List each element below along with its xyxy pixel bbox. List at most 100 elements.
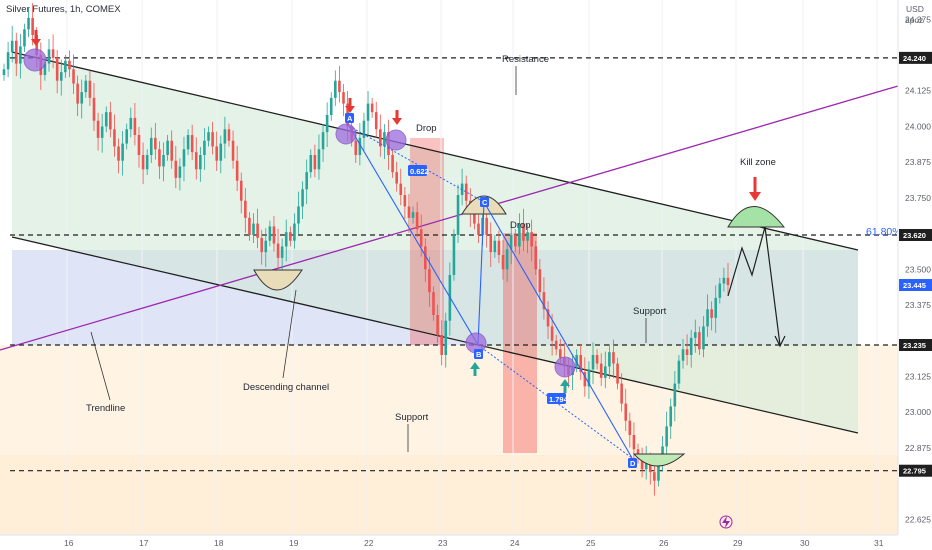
candle-5	[23, 23, 26, 53]
candle-28	[117, 138, 120, 174]
candle-128	[526, 224, 529, 254]
label-drop-2: Drop	[510, 220, 531, 231]
label-descending-channel: Descending channel	[243, 382, 329, 393]
candle-74	[305, 159, 308, 205]
candle-116	[477, 213, 480, 244]
candle-90	[370, 97, 374, 118]
candle-41	[170, 130, 174, 169]
svg-text:D: D	[630, 459, 636, 468]
candle-122	[501, 240, 505, 280]
candle-21	[88, 70, 92, 106]
candle-150	[616, 357, 619, 390]
bottom-arc-left	[253, 269, 303, 291]
background-lower-fade	[0, 455, 898, 535]
candle-126	[518, 213, 521, 255]
candle-103	[424, 238, 427, 282]
candle-111	[456, 184, 460, 244]
candle-71	[293, 213, 296, 249]
candle-149	[612, 339, 615, 379]
symbol-title: Silver Futures, 1h, COMEX	[6, 4, 121, 15]
candle-152	[624, 388, 628, 431]
channel-upper-line	[11, 51, 859, 251]
candle-68	[280, 238, 284, 271]
x-tick-1: 17	[139, 538, 149, 548]
candle-3	[14, 32, 18, 77]
scale-label: apoz	[905, 15, 923, 25]
level-tag-1: 23.620	[899, 229, 932, 242]
candle-96	[395, 161, 398, 192]
candle-11	[47, 39, 51, 72]
candle-130	[534, 240, 538, 276]
candle-13	[55, 49, 59, 94]
candle-91	[374, 101, 378, 138]
level-tag-3: 23.235	[899, 339, 932, 351]
candle-31	[129, 107, 133, 138]
svg-text:23.235: 23.235	[903, 341, 926, 350]
svg-text:24.240: 24.240	[903, 54, 926, 63]
svg-text:23.445: 23.445	[903, 281, 926, 290]
candle-79	[325, 102, 329, 148]
candle-70	[289, 226, 292, 247]
lightning-icon[interactable]	[719, 515, 733, 529]
x-tick-0: 16	[64, 538, 74, 548]
candle-57	[235, 145, 239, 192]
x-tick-10: 30	[800, 538, 810, 548]
candle-162	[665, 411, 668, 457]
candle-38	[158, 141, 161, 180]
candle-77	[317, 134, 321, 180]
candle-98	[403, 187, 407, 220]
candle-22	[92, 83, 96, 132]
x-tick-8: 26	[659, 538, 669, 548]
candle-56	[231, 130, 235, 169]
x-tick-9: 29	[733, 538, 743, 548]
candle-23	[96, 112, 100, 151]
marker-circle-third	[554, 356, 576, 378]
fib-level-label: 61.80%	[866, 226, 902, 238]
candle-121	[497, 230, 501, 264]
candle-75	[309, 149, 313, 178]
candle-59	[244, 188, 247, 233]
candle-171	[702, 316, 705, 358]
candle-104	[428, 256, 431, 308]
candle-27	[113, 114, 116, 157]
candle-99	[407, 193, 411, 233]
y-tick-7: 23.125	[905, 371, 931, 381]
candle-24	[100, 113, 104, 153]
y-tick-8: 23.000	[905, 407, 931, 417]
candle-0	[2, 63, 6, 81]
ratio-tag-2: 1.794	[547, 393, 569, 404]
candle-106	[436, 304, 439, 344]
candle-131	[538, 259, 542, 301]
candle-66	[272, 216, 276, 252]
red-arrow-down-3	[392, 110, 402, 125]
candle-145	[595, 349, 599, 370]
candle-33	[137, 127, 141, 168]
candle-80	[329, 92, 333, 121]
candle-60	[248, 212, 251, 241]
y-tick-6: 23.375	[905, 300, 931, 310]
candle-144	[591, 342, 595, 385]
candle-37	[154, 123, 157, 160]
candle-64	[264, 228, 268, 268]
candle-44	[182, 136, 186, 182]
red-arrow-down-1	[31, 30, 41, 46]
candle-65	[268, 220, 272, 247]
point-tag-d: D	[628, 458, 637, 468]
y-tick-4: 23.750	[905, 193, 931, 203]
x-tick-6: 24	[510, 538, 520, 548]
candle-101	[415, 201, 419, 238]
candle-154	[632, 422, 636, 465]
candle-118	[485, 209, 488, 248]
candle-170	[698, 326, 701, 355]
y-tick-10: 22.625	[905, 514, 931, 524]
candle-1	[6, 41, 10, 78]
candle-120	[493, 235, 497, 258]
candle-76	[313, 144, 317, 178]
y-tick-0: 24.375	[905, 14, 931, 24]
candle-164	[673, 370, 677, 422]
x-tick-4: 22	[364, 538, 374, 548]
candle-49	[203, 128, 206, 170]
candle-54	[223, 116, 227, 159]
candle-73	[301, 181, 304, 220]
